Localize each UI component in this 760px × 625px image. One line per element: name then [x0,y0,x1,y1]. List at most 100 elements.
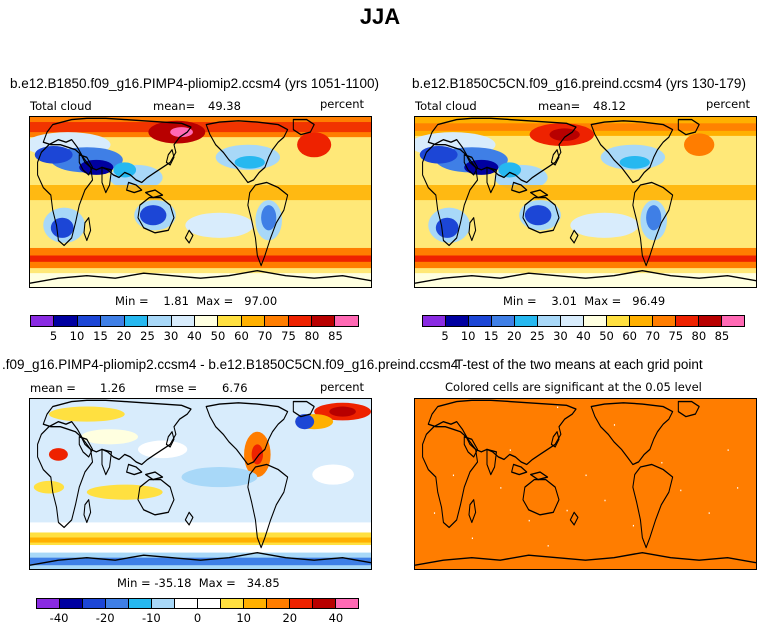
panel2-mean-label: mean= [538,99,581,113]
colorbar-tick-label: 30 [163,329,179,343]
colorbar-tick-label: 10 [69,329,85,343]
colorbar-tick-label: 40 [328,611,344,625]
colorbar-tick-label: 70 [257,329,273,343]
colorbar-swatch [54,316,78,326]
colorbar-swatch [423,316,446,326]
colorbar-tick-label: 20 [116,329,132,343]
panel3-units: percent [320,380,365,394]
colorbar-tick-label: 25 [140,329,155,343]
colorbar-tick-label: 70 [645,329,661,343]
colorbar-tick-label: 0 [193,611,202,625]
colorbar-tick-label: 15 [483,329,499,343]
figure-title: JJA [359,4,401,29]
panel1-mean-label: mean= [153,99,196,113]
colorbar-swatch [148,316,172,326]
panel3-run-title: .f09_g16.PIMP4-pliomip2.ccsm4 - b.e12.B1… [2,357,459,372]
colorbar-tick-label: 30 [553,329,568,343]
colorbar-swatch [584,316,607,326]
colorbar-abs-right [422,315,745,327]
colorbar-tick-label: 20 [506,329,522,343]
colorbar-swatch [699,316,722,326]
colorbar-swatch [265,316,289,326]
colorbar-tick-label: -10 [141,611,161,625]
colorbar-tick-label: 10 [460,329,476,343]
panel1-run-title: b.e12.B1850.f09_g16.PIMP4-pliomip2.ccsm4… [10,76,379,91]
colorbar-abs-left [30,315,359,327]
colorbar-swatch [31,316,55,326]
colorbar-swatch [288,316,313,326]
panel4-map [414,398,757,570]
colorbar-swatch [336,599,358,608]
colorbar-swatch [77,316,102,326]
colorbar-tick-label: -20 [95,611,115,625]
panel3-rmse-label: rmse = [155,381,198,395]
colorbar-swatch [101,316,125,326]
colorbar-swatch [171,316,195,326]
colorbar-swatch [175,599,198,608]
colorbar-tick-label: 75 [281,329,296,343]
panel4-run-title: T-test of the two means at each grid poi… [455,357,703,372]
colorbar-tick-label: 40 [576,329,591,343]
colorbar-swatch [60,599,83,608]
panel4-subtitle: Colored cells are significant at the 0.0… [445,380,702,394]
colorbar-tick-label: 85 [714,329,730,343]
panel2-run-title: b.e12.B1850C5CN.f09_g16.preind.ccsm4 (yr… [412,76,746,91]
colorbar-swatch [129,599,152,608]
panel1-minmax: Min = 1.81 Max = 97.00 [115,294,278,308]
colorbar-diff [36,598,359,609]
colorbar-tick-label: 40 [187,329,202,343]
colorbar-swatch [198,599,221,608]
colorbar-swatch [630,316,653,326]
colorbar-tick-label: 60 [622,329,637,343]
colorbar-swatch [37,599,60,608]
colorbar-tick-label: 80 [304,329,320,343]
colorbar-swatch [218,316,242,326]
panel2-map [414,116,757,288]
panel2-units: percent [706,97,751,111]
colorbar-swatch [561,316,584,326]
colorbar-swatch [244,599,267,608]
panel3-mean-label: mean = [30,381,76,395]
colorbar-diff-labels: -40 -20 -10 0 10 20 40 [36,611,359,625]
panel2-minmax: Min = 3.01 Max = 96.49 [503,294,666,308]
colorbar-swatch [607,316,630,326]
colorbar-swatch [83,599,106,608]
panel1-map [29,116,372,288]
colorbar-swatch [221,599,244,608]
colorbar-swatch [313,599,336,608]
colorbar-tick-label: 60 [234,329,249,343]
colorbar-swatch [312,316,336,326]
panel2-mean-value: 48.12 [593,99,626,113]
colorbar-swatch [722,316,744,326]
colorbar-abs-left-labels: 5 10 15 20 25 30 40 50 60 70 75 80 85 [30,329,359,343]
colorbar-swatch [469,316,492,326]
colorbar-swatch [152,599,175,608]
colorbar-swatch [446,316,469,326]
colorbar-tick-label: 15 [93,329,108,343]
colorbar-tick-label: 80 [691,329,707,343]
panel1-units: percent [320,97,365,111]
colorbar-swatch [538,316,561,326]
colorbar-swatch [267,599,290,608]
colorbar-tick-label: 20 [282,611,298,625]
colorbar-swatch [106,599,129,608]
colorbar-swatch [515,316,538,326]
colorbar-tick-label: 5 [441,329,449,343]
colorbar-tick-label: 25 [530,329,545,343]
colorbar-tick-label: -40 [49,611,69,625]
colorbar-swatch [290,599,313,608]
colorbar-tick-label: 10 [236,611,251,625]
panel1-mean-value: 49.38 [208,99,241,113]
colorbar-swatch [335,316,358,326]
colorbar-swatch [492,316,515,326]
colorbar-swatch [653,316,676,326]
colorbar-tick-label: 85 [328,329,343,343]
colorbar-swatch [194,316,219,326]
panel3-minmax: Min = -35.18 Max = 34.85 [117,576,280,590]
nonsignificant-cells [433,406,739,547]
panel1-variable: Total cloud [30,99,92,113]
colorbar-tick-label: 50 [210,329,226,343]
colorbar-tick-label: 5 [49,329,58,343]
colorbar-tick-label: 75 [668,329,684,343]
colorbar-swatch [241,316,266,326]
